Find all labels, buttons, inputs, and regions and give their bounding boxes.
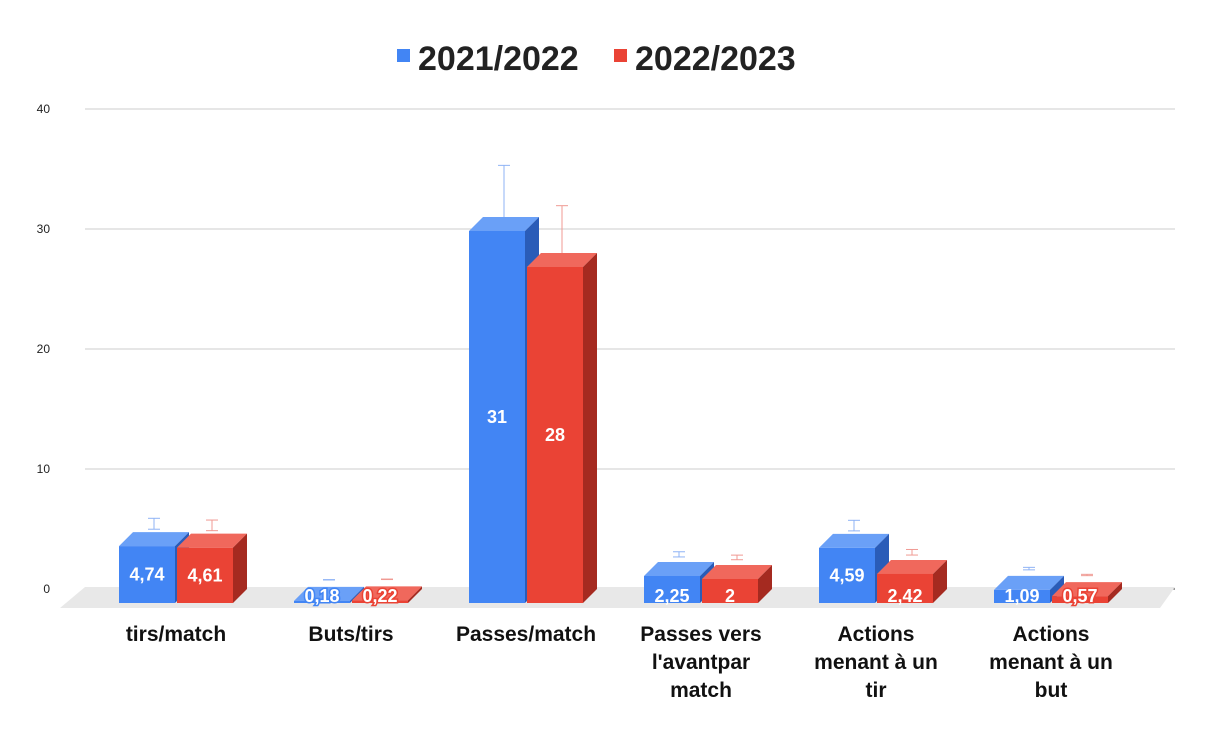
category-label: tirs/match <box>126 623 226 646</box>
bar-top-face <box>819 533 889 548</box>
data-label: 28 <box>545 425 565 445</box>
data-label: 4,61 <box>187 565 222 585</box>
y-axis-ticks: 0 10 20 30 40 <box>37 102 51 596</box>
data-label: 31 <box>487 407 507 427</box>
bar-top-face <box>877 559 947 574</box>
data-label: 1,09 <box>1004 586 1039 606</box>
bar-front-face <box>119 546 175 603</box>
bar-top-face <box>1052 582 1122 597</box>
data-label: 4,74 <box>129 565 164 585</box>
category-label: Passes/match <box>456 623 596 646</box>
bar-side-face <box>408 586 422 603</box>
bar-top-face <box>294 586 364 601</box>
bar-top-face <box>352 586 422 601</box>
data-label: 2 <box>725 586 735 606</box>
gridlines <box>85 108 1175 590</box>
bar-front-face <box>819 547 875 603</box>
bar-top-face <box>177 533 247 548</box>
bar-front-face <box>877 573 933 603</box>
y-tick-label: 20 <box>37 342 51 356</box>
legend-label-2022-2023: 2022/2023 <box>635 40 796 78</box>
data-labels: 4,74 4,61 0,18 0,22 31 28 2,25 2 4,59 2,42 1,09 0,5… <box>129 407 1099 608</box>
bar <box>877 559 947 603</box>
bar-side-face <box>233 533 247 603</box>
bar-front-face <box>1052 596 1108 603</box>
bars <box>119 217 1122 603</box>
error-bar <box>1081 573 1093 577</box>
bar-top-face <box>994 575 1064 590</box>
data-label: 0,22 <box>362 586 397 606</box>
error-bar <box>381 578 393 581</box>
bar <box>177 533 247 603</box>
bar-side-face <box>933 559 947 603</box>
data-label: 2,42 <box>887 586 922 606</box>
y-tick-label: 40 <box>37 102 51 116</box>
category-label: Passes vers <box>640 623 761 646</box>
data-label: 4,59 <box>829 565 864 585</box>
data-label: 0,18 <box>304 586 339 606</box>
bar-top-face <box>119 532 189 547</box>
error-bar <box>731 554 743 561</box>
category-label: Buts/tirs <box>308 623 393 646</box>
error-bar <box>206 519 218 532</box>
error-bar <box>148 517 160 530</box>
bar-side-face <box>583 253 597 603</box>
bar-front-face <box>469 231 525 603</box>
bar-side-face <box>758 565 772 603</box>
data-label: 0,57 <box>1062 586 1097 606</box>
bar-front-face <box>294 600 350 603</box>
bar-front-face <box>177 547 233 603</box>
category-labels: tirs/match Buts/tirs Passes/match Passes ve… <box>126 623 1113 702</box>
bar-front-face <box>994 589 1050 603</box>
bar <box>527 253 597 603</box>
bar-top-face <box>702 565 772 579</box>
bar <box>644 562 714 603</box>
bar <box>702 565 772 603</box>
category-label: menant à un <box>989 651 1113 674</box>
bar-front-face <box>527 267 583 603</box>
bar-top-face <box>527 253 597 267</box>
bar-front-face <box>644 576 700 603</box>
category-label: but <box>1035 679 1068 702</box>
category-label: l'avantpar <box>652 651 750 674</box>
error-bar <box>848 519 860 532</box>
legend-label-2021-2022: 2021/2022 <box>418 40 579 78</box>
bar-top-face <box>644 562 714 576</box>
category-label: menant à un <box>814 651 938 674</box>
category-label: Actions <box>1012 623 1089 646</box>
y-tick-label: 0 <box>43 582 50 596</box>
error-bar <box>906 548 918 556</box>
y-tick-label: 30 <box>37 222 51 236</box>
legend-swatch-2022-2023 <box>614 49 627 62</box>
category-label: match <box>670 679 732 702</box>
data-label: 2,25 <box>654 586 689 606</box>
error-bars <box>148 164 1093 581</box>
category-label: Actions <box>837 623 914 646</box>
bar <box>1052 582 1122 603</box>
bar-front-face <box>702 579 758 603</box>
y-tick-label: 10 <box>37 462 51 476</box>
bar-front-face <box>352 600 408 603</box>
error-bar <box>673 551 685 558</box>
bar-side-face <box>1108 582 1122 603</box>
error-bar <box>1023 566 1035 571</box>
bar-top-face <box>469 217 539 231</box>
category-label: tir <box>866 679 887 702</box>
bar <box>352 586 422 603</box>
legend-swatch-2021-2022 <box>397 49 410 62</box>
legend: 2021/2022 2022/2023 <box>397 40 796 78</box>
